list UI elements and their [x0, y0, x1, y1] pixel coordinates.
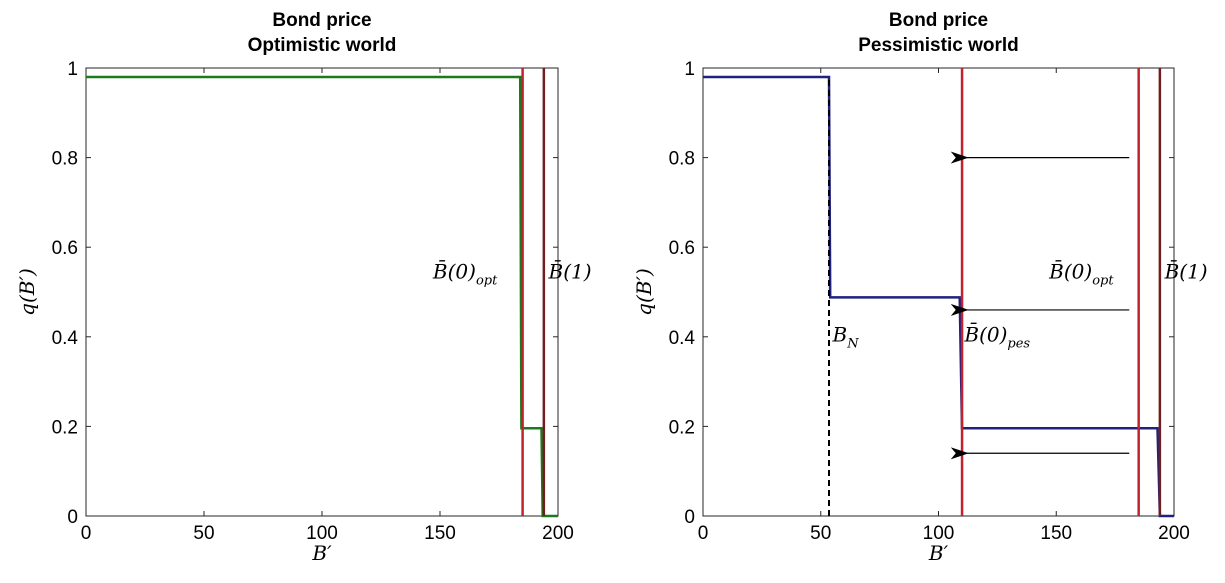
y-tick-label: 0.4	[52, 328, 79, 349]
y-tick-label: 1	[684, 59, 695, 80]
annotation-4-sub: pes	[1007, 336, 1030, 351]
y-tick-label: 0.2	[52, 417, 78, 438]
x-axis-label: B′	[928, 541, 949, 565]
annotation-1-main: B̄(0)	[1048, 259, 1092, 284]
y-tick-label: 0.6	[52, 238, 78, 259]
annotation-3-sub: N	[846, 336, 859, 351]
annotation-2-main: B̄(1)	[548, 259, 592, 284]
chart-title-line-2: Optimistic world	[248, 35, 397, 56]
y-axis-label: q(B′)	[632, 268, 656, 316]
x-tick-label: 100	[923, 523, 955, 544]
x-tick-label: 100	[306, 523, 338, 544]
subplot-2: Bond price Pessimistic world 0 50 100 150 200 0…	[632, 10, 1208, 565]
annotation-4: B̄(0)pes	[963, 322, 1030, 352]
x-tick-label: 0	[81, 523, 92, 544]
subplot-1: Bond price Optimistic world 0 50 100 150 200 0 0…	[15, 10, 592, 565]
y-tick-label: 1	[67, 59, 78, 80]
annotation-4-main: B̄(0)	[963, 322, 1007, 347]
axes-box	[702, 67, 1175, 517]
chart-title-line-2: Pessimistic world	[858, 35, 1019, 56]
chart-title-line-1: Bond price	[272, 10, 371, 31]
x-tick-label: 200	[1158, 523, 1190, 544]
y-tick-label: 0.8	[52, 149, 78, 170]
y-tick-label: 0	[67, 507, 78, 528]
y-tick-label: 0.6	[669, 238, 695, 259]
annotation-2-main: B̄(1)	[1164, 259, 1208, 284]
annotation-3: BN	[832, 322, 860, 351]
price-series-line-1	[86, 75, 558, 518]
price-series-line-1	[703, 75, 1174, 518]
x-tick-label: 50	[810, 523, 831, 544]
x-tick-label: 50	[193, 523, 214, 544]
chart-title-line-1: Bond price	[889, 10, 988, 31]
annotation-1-sub: opt	[1092, 274, 1114, 289]
annotation-1: B̄(0)opt	[1048, 259, 1114, 289]
annotation-1: B̄(0)opt	[432, 259, 498, 289]
x-tick-label: 150	[1040, 523, 1072, 544]
annotation-1-main: B̄(0)	[432, 259, 476, 284]
y-axis-label: q(B′)	[15, 268, 39, 316]
x-tick-label: 200	[542, 523, 574, 544]
y-tick-label: 0.4	[669, 328, 696, 349]
axes-box	[85, 67, 559, 517]
y-tick-label: 0	[684, 507, 695, 528]
annotation-1-sub: opt	[476, 274, 498, 289]
y-tick-label: 0.8	[669, 149, 695, 170]
x-tick-label: 150	[424, 523, 456, 544]
annotation-2: B̄(1)	[1164, 259, 1208, 284]
annotation-2: B̄(1)	[548, 259, 592, 284]
y-tick-label: 0.2	[669, 417, 695, 438]
annotation-3-main: B	[832, 322, 848, 346]
x-tick-label: 0	[698, 523, 709, 544]
x-axis-label: B′	[311, 541, 332, 565]
